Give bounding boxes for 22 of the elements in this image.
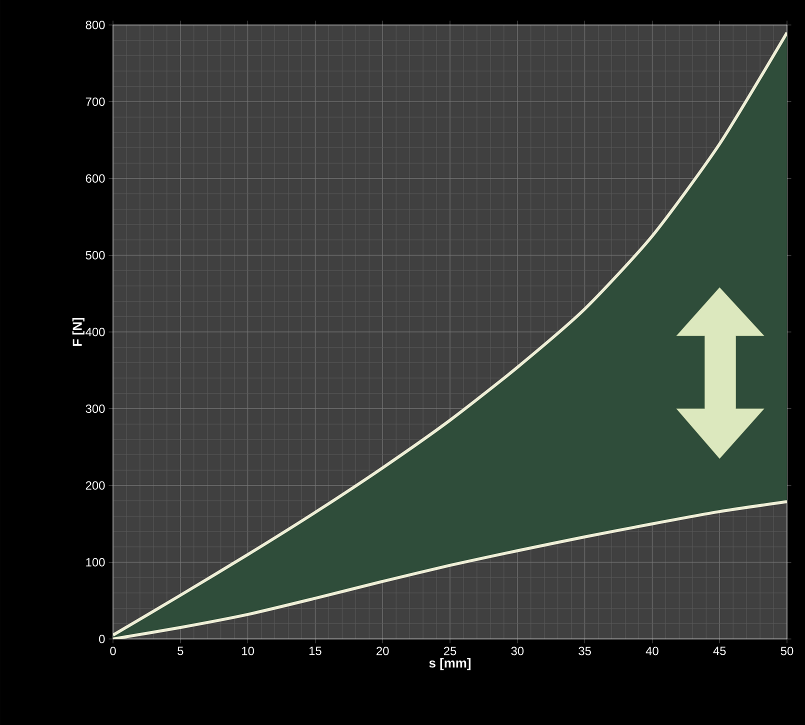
x-tick-label: 25 [444, 646, 456, 656]
x-tick-label: 45 [713, 646, 726, 656]
x-tick-label: 50 [780, 646, 794, 656]
y-tick-label: 600 [86, 174, 105, 183]
x-tick-label: 15 [309, 646, 322, 656]
y-tick-label: 300 [86, 404, 105, 413]
x-tick-label: 10 [242, 646, 254, 656]
y-tick-label: 400 [86, 328, 105, 336]
y-tick-label: 500 [86, 251, 105, 260]
x-tick-label: 35 [578, 646, 591, 656]
x-tick-label: 20 [376, 646, 389, 656]
y-tick-label: 200 [86, 481, 105, 490]
y-tick-label: 700 [86, 98, 105, 106]
x-tick-label: 0 [110, 646, 116, 656]
x-tick-label: 5 [178, 646, 184, 656]
x-tick-label: 30 [511, 646, 524, 656]
x-tick-label: 40 [646, 646, 658, 656]
y-tick-label: 0 [99, 634, 105, 644]
y-tick-label: 800 [86, 20, 105, 30]
y-tick-label: 100 [86, 558, 105, 566]
x-axis-title: s [mm] [429, 658, 470, 670]
y-axis-title: F [N] [72, 318, 84, 346]
